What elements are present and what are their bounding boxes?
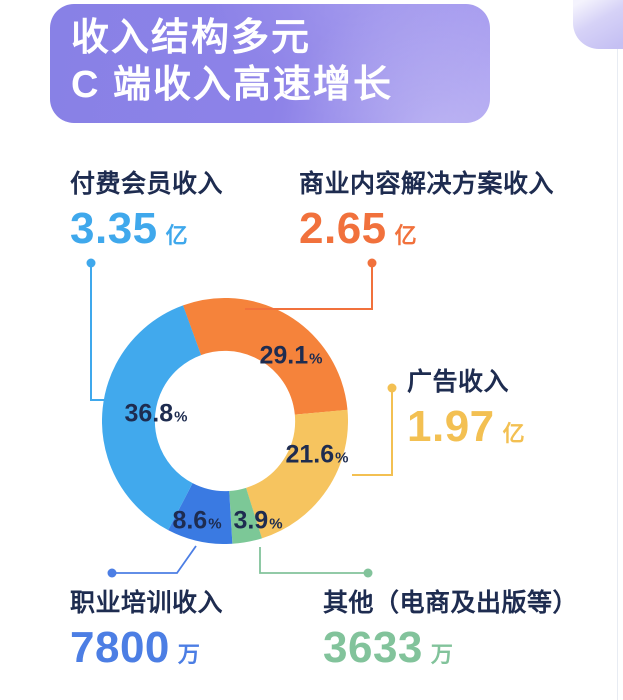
- metric-label: 职业培训收入: [70, 589, 224, 617]
- connector-line: [112, 545, 197, 574]
- connector-line: [259, 547, 368, 574]
- percent-value: 36.8: [124, 399, 174, 428]
- connector-advertising: [352, 383, 397, 476]
- percent-label-advertising: 21.6%: [285, 441, 348, 470]
- metric-value: 2.65: [299, 204, 387, 253]
- metric-unit: 万: [430, 642, 453, 667]
- percent-sign: %: [335, 449, 349, 467]
- page-title: 收入结构多元 C 端收入高速增长: [71, 15, 393, 109]
- metric-unit: 亿: [394, 223, 417, 248]
- connector-dot: [107, 568, 117, 578]
- percent-value: 3.9: [233, 506, 269, 535]
- metric-unit: 亿: [502, 421, 525, 446]
- metric-value: 3633: [323, 623, 423, 672]
- percent-label-commercial: 29.1%: [259, 342, 322, 371]
- percent-label-membership: 36.8%: [124, 400, 187, 429]
- metric-unit: 万: [177, 642, 200, 667]
- metric-label: 广告收入: [407, 368, 510, 396]
- connector-dot: [387, 383, 397, 393]
- card-edge-line: [617, 49, 618, 700]
- donut-chart: [102, 298, 348, 544]
- connector-vocational-training: [107, 545, 197, 578]
- connector-other: [259, 547, 373, 578]
- metric-value-row: 3.35 亿: [70, 204, 223, 253]
- percent-sign: %: [174, 408, 188, 426]
- percent-sign: %: [208, 515, 222, 533]
- metric-value-row: 7800 万: [70, 623, 223, 672]
- title-line-2: C 端收入高速增长: [71, 64, 394, 106]
- corner-decoration: [573, 0, 623, 49]
- metric-advertising: 广告收入 1.97 亿: [407, 362, 525, 450]
- metric-paid-membership: 付费会员收入 3.35 亿: [70, 164, 223, 252]
- percent-value: 29.1: [259, 341, 309, 370]
- metric-value-row: 3633 万: [323, 623, 578, 672]
- percent-label-other: 3.9%: [233, 507, 282, 536]
- connector-dot: [367, 258, 377, 268]
- percent-value: 21.6: [285, 440, 335, 469]
- connector-dot: [363, 568, 373, 578]
- connector-dot: [86, 258, 96, 268]
- donut-segment: [102, 298, 348, 544]
- header-banner: 收入结构多元 C 端收入高速增长: [50, 4, 490, 123]
- connector-line: [352, 388, 393, 476]
- metric-vocational-training: 职业培训收入 7800 万: [70, 583, 223, 671]
- percent-sign: %: [269, 515, 283, 533]
- metric-value: 3.35: [70, 204, 158, 253]
- percent-label-training: 8.6%: [172, 507, 221, 536]
- donut-segment: [102, 298, 348, 544]
- metric-label: 付费会员收入: [70, 170, 224, 198]
- percent-value: 8.6: [172, 506, 208, 535]
- title-line-1: 收入结构多元: [71, 17, 312, 59]
- metric-unit: 亿: [165, 223, 188, 248]
- percent-sign: %: [309, 350, 323, 368]
- metric-label: 商业内容解决方案收入: [299, 170, 555, 198]
- metric-commercial-content: 商业内容解决方案收入 2.65 亿: [299, 164, 554, 252]
- metric-value: 7800: [70, 623, 170, 672]
- donut-segment: [102, 298, 348, 544]
- metric-value-row: 1.97 亿: [407, 402, 525, 451]
- metric-value-row: 2.65 亿: [299, 204, 554, 253]
- metric-value: 1.97: [407, 402, 495, 451]
- metric-other: 其他（电商及出版等） 3633 万: [323, 583, 578, 671]
- metric-label: 其他（电商及出版等）: [323, 589, 579, 617]
